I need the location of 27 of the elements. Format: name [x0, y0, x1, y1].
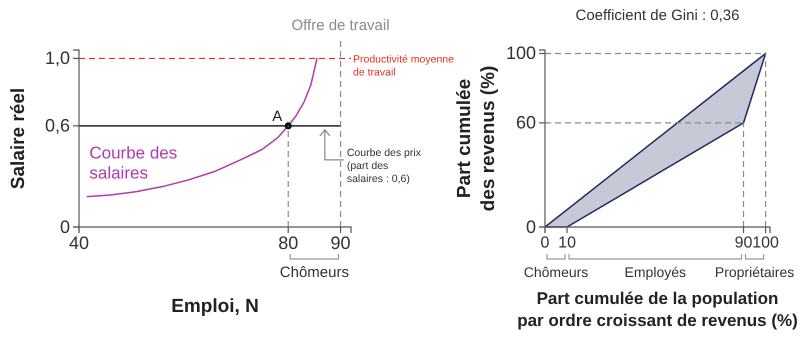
x-tick-label: 100 [752, 234, 780, 252]
x-tick-label: 90 [330, 232, 351, 253]
y-tick-label: 0 [60, 216, 70, 237]
series-label: A [272, 108, 282, 125]
x-tick-label: 40 [68, 232, 90, 253]
y-tick-label: 60 [516, 112, 536, 133]
y-tick-label: 100 [506, 43, 536, 64]
y-axis-title: Part cumulée des revenus (%) [454, 66, 499, 212]
ref-line-label: Offre de travail [291, 17, 390, 34]
y-axis-title: Salaire réel [8, 88, 29, 190]
text: Propriétaires [714, 264, 794, 280]
annotation: Courbe des prix (part des salaires : 0,6) [346, 146, 422, 185]
x-tick-label: 90 [734, 234, 753, 252]
x-axis-title: Emploi, N [171, 296, 259, 317]
x-tick-label: 80 [278, 232, 298, 253]
series-label: Courbe des salaires [89, 144, 178, 183]
y-tick-label: 0 [526, 216, 536, 237]
text: Chômeurs [524, 264, 588, 280]
y-tick-label: 0,6 [44, 116, 70, 136]
ref-line-label: Productivité moyenne de travail [353, 53, 454, 78]
x-tick-label: 0 [540, 234, 550, 252]
x-axis-title: Part cumulée de la population par ordre croissant de revenus (%) [517, 289, 798, 330]
text: Chômeurs [280, 264, 349, 281]
chart-title: Coefficient de Gini : 0,36 [576, 7, 740, 24]
x-tick-label: 10 [558, 234, 576, 252]
text: Employés [624, 264, 686, 280]
y-tick-label: 1,0 [44, 48, 70, 68]
